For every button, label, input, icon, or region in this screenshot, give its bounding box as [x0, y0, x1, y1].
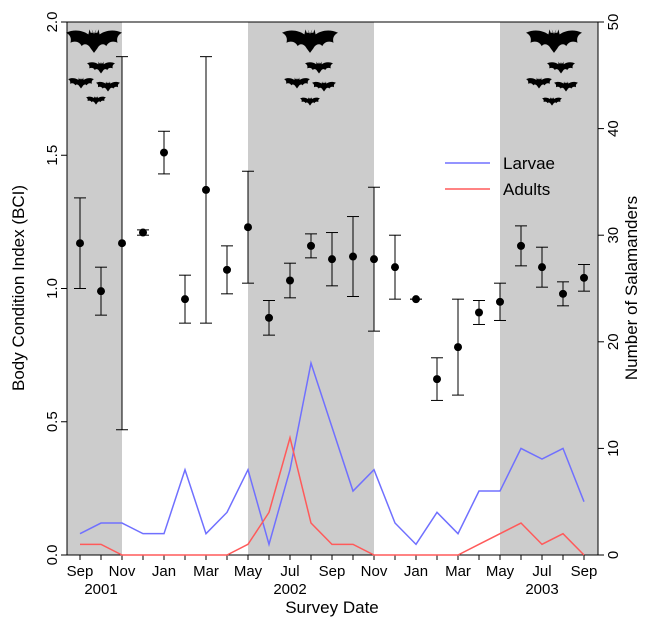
year-label: 2001 — [84, 581, 117, 598]
y-tick-label: 2.0 — [44, 12, 61, 33]
y-tick-label: 1.5 — [44, 145, 61, 166]
x-tick-label: Jul — [280, 563, 299, 580]
point — [223, 265, 231, 274]
y-axis-title: Body Condition Index (BCI) — [9, 185, 28, 391]
point — [517, 241, 525, 250]
year-label: 2002 — [273, 581, 306, 598]
y2-tick-label: 10 — [605, 440, 622, 457]
y2-tick-label: 40 — [605, 120, 622, 137]
x-tick-label: Sep — [571, 563, 598, 580]
point — [538, 263, 546, 272]
year-label: 2003 — [525, 581, 558, 598]
y-tick-label: 0.0 — [44, 545, 61, 566]
x-tick-label: Jul — [532, 563, 551, 580]
legend-label: Adults — [503, 180, 550, 199]
point — [559, 289, 567, 298]
point — [244, 223, 252, 232]
x-tick-label: Sep — [67, 563, 94, 580]
point — [454, 343, 462, 352]
point — [97, 287, 105, 296]
point — [370, 255, 378, 264]
point — [118, 239, 126, 248]
point — [475, 308, 483, 317]
x-tick-label: Sep — [319, 563, 346, 580]
x-axis-title: Survey Date — [285, 598, 379, 617]
x-tick-label: May — [486, 563, 515, 580]
series-line — [80, 434, 585, 556]
point — [391, 263, 399, 272]
point — [433, 375, 441, 384]
y2-axis-title: Number of Salamanders — [622, 196, 641, 380]
y2-tick-label: 20 — [605, 333, 622, 350]
x-tick-label: Mar — [193, 563, 219, 580]
x-tick-label: Nov — [109, 563, 136, 580]
point — [139, 228, 147, 237]
shaded-period — [500, 22, 598, 555]
point — [160, 148, 168, 157]
y2-tick-label: 30 — [605, 227, 622, 244]
y2-tick-label: 0 — [605, 551, 622, 559]
x-tick-label: Jan — [152, 563, 176, 580]
y-tick-label: 0.5 — [44, 411, 61, 432]
point — [307, 241, 315, 250]
x-tick-label: May — [234, 563, 263, 580]
legend-label: Larvae — [503, 154, 555, 173]
point — [580, 273, 588, 282]
point — [496, 297, 504, 306]
shading — [67, 22, 598, 555]
y2-tick-label: 50 — [605, 14, 622, 31]
x-tick-label: Mar — [445, 563, 471, 580]
point — [328, 255, 336, 264]
point — [286, 276, 294, 285]
point — [412, 295, 420, 304]
series-line — [79, 360, 585, 548]
x-tick-label: Jan — [404, 563, 428, 580]
point — [265, 313, 273, 322]
point — [181, 295, 189, 304]
y-tick-label: 1.0 — [44, 278, 61, 299]
x-tick-label: Nov — [361, 563, 388, 580]
point — [349, 252, 357, 261]
point — [202, 185, 210, 194]
point — [76, 239, 84, 248]
